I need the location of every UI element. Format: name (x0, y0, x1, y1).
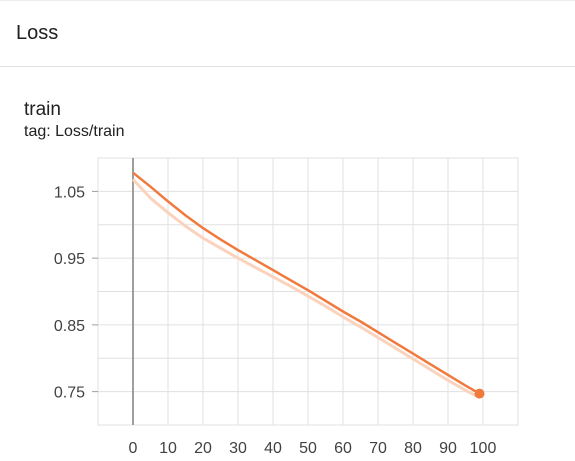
x-tick-label: 30 (229, 440, 247, 457)
y-tick-label: 1.05 (54, 184, 85, 201)
y-tick-label: 0.95 (54, 251, 85, 268)
x-tick-label: 0 (129, 440, 138, 457)
x-axis-ticks: 0 10 20 30 40 50 60 70 80 90 100 (129, 440, 497, 457)
x-tick-label: 60 (334, 440, 352, 457)
x-tick-label: 70 (369, 440, 387, 457)
x-tick-label: 80 (404, 440, 422, 457)
x-tick-label: 20 (194, 440, 212, 457)
card-title: train (24, 99, 61, 120)
y-tick-label: 0.75 (54, 385, 85, 402)
series-end-point (474, 388, 485, 399)
section-header: Loss (0, 0, 575, 67)
x-tick-label: 10 (159, 440, 177, 457)
y-tick-label: 0.85 (54, 318, 85, 335)
series-line-raw (131, 178, 481, 399)
y-axis-ticks: 0.75 0.85 0.95 1.05 (54, 184, 98, 402)
section-title: Loss (16, 22, 59, 44)
card-tag: tag: Loss/train (24, 123, 125, 140)
chart-series (131, 171, 485, 399)
x-tick-label: 100 (470, 440, 497, 457)
chart-grid (97, 157, 519, 426)
loss-chart[interactable]: 0.75 0.85 0.95 1.05 0 10 20 30 40 50 60 70 80 90 100 (0, 150, 575, 461)
series-line-smoothed (132, 171, 481, 395)
x-tick-label: 50 (299, 440, 317, 457)
x-tick-label: 90 (439, 440, 457, 457)
x-tick-label: 40 (264, 440, 282, 457)
